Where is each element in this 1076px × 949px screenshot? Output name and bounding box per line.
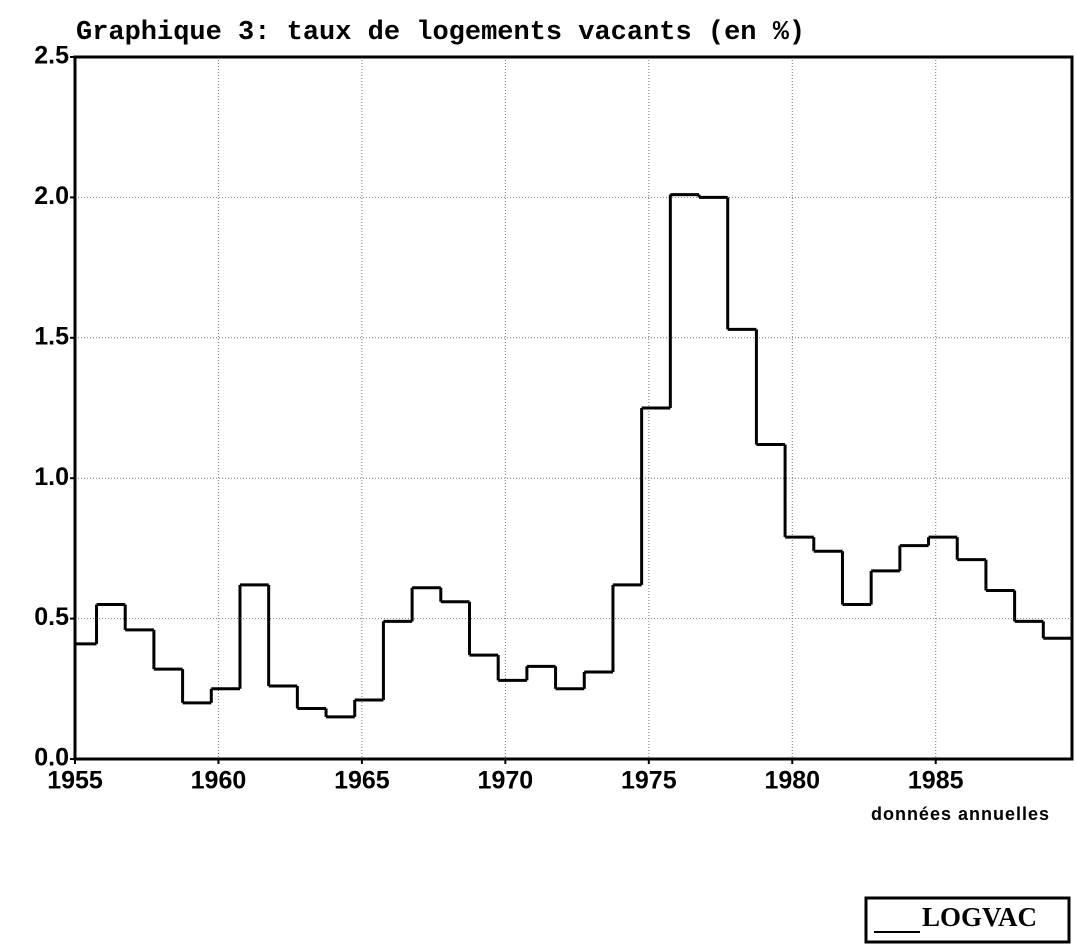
y-tick-label: 2.0 xyxy=(34,182,69,210)
legend-label: LOGVAC xyxy=(922,902,1037,932)
y-tick-label: 0.0 xyxy=(34,744,69,772)
x-tick-label: 1980 xyxy=(764,767,820,795)
y-tick-label: 0.5 xyxy=(34,603,69,631)
y-tick-label: 1.0 xyxy=(34,463,69,491)
legend-box xyxy=(864,896,1071,944)
x-axis-label: données annuelles xyxy=(871,804,1050,824)
chart-title: Graphique 3: taux de logements vacants (… xyxy=(76,18,805,48)
x-tick-label: 1960 xyxy=(191,767,247,795)
x-tick-label: 1965 xyxy=(334,767,390,795)
x-tick-label: 1975 xyxy=(621,767,677,795)
x-tick-label: 1955 xyxy=(47,767,103,795)
y-tick-label: 1.5 xyxy=(34,322,69,350)
x-tick-label: 1970 xyxy=(478,767,534,795)
y-tick-label: 2.5 xyxy=(34,42,69,70)
plot-frame xyxy=(73,55,1074,761)
x-tick-label: 1985 xyxy=(908,767,964,795)
